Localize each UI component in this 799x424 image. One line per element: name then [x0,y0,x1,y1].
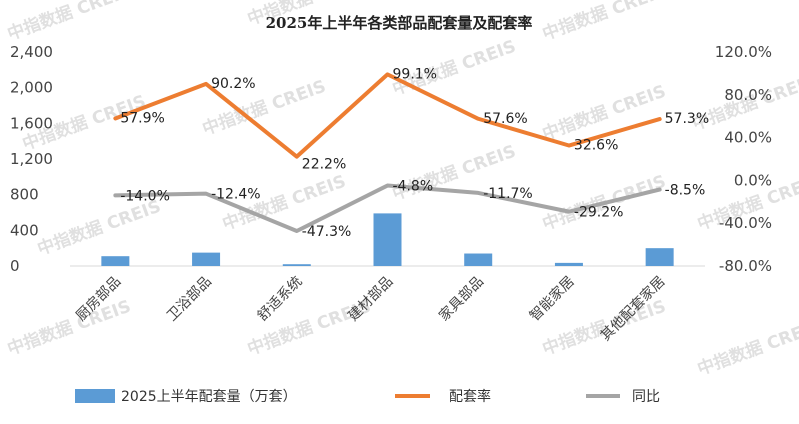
rate-line [113,72,662,159]
legend-bar-label: 2025上半年配套量（万套） [121,389,297,405]
right-axis-ticks: 120.0% 80.0% 40.0% 0.0% -40.0% -80.0% [715,43,772,275]
bar [645,248,674,266]
category-label: 智能家居 [526,273,578,325]
yoy-label: -11.7% [483,186,533,202]
yoy-label: -14.0% [120,188,170,204]
legend: 2025上半年配套量（万套） 配套率 同比 [75,388,660,405]
left-tick-label: 800 [10,186,39,204]
bar [464,253,493,266]
rate-label: 22.2% [302,157,346,173]
category-label: 建材部品 [345,274,396,325]
bar-series [101,213,674,266]
category-label: 卫浴部品 [164,274,215,325]
bar [282,264,311,266]
rate-label: 99.1% [393,66,437,82]
rate-label: 90.2% [211,76,255,92]
rate-label: 32.6% [574,138,618,154]
left-tick-label: 2,400 [10,43,53,61]
bar [192,252,221,266]
chart-title: 2025年上半年各类部品配套量及配套率 [266,14,533,32]
yoy-label: -29.2% [574,205,624,221]
right-tick-label: -40.0% [719,214,772,232]
watermark-text: 中指数据 CREIS [35,196,164,260]
watermark-text: 中指数据 CREIS [5,296,134,360]
bar [373,213,402,266]
right-tick-label: 0.0% [734,171,772,189]
yoy-label: -12.4% [211,187,261,203]
yoy-line [113,183,662,234]
yoy-label: -4.8% [393,179,434,195]
line-series [113,72,662,234]
yoy-label: -47.3% [302,224,352,240]
bar [554,262,583,266]
data-labels: 57.9% 90.2% 22.2% 99.1% 57.6% 32.6% 57.3% -14.0… [120,66,709,240]
left-tick-label: 0 [10,257,20,275]
legend-bar-swatch [75,389,115,403]
right-tick-label: 80.0% [724,86,772,104]
left-tick-label: 1,200 [10,150,53,168]
right-tick-label: 120.0% [715,43,772,61]
category-label: 舒适系统 [255,274,306,325]
legend-rate-label: 配套率 [449,388,491,405]
right-tick-label: -80.0% [719,257,772,275]
watermark-text: 中指数据 CREIS [540,0,669,45]
bar [101,256,130,266]
left-tick-label: 400 [10,221,39,239]
right-tick-label: 40.0% [724,129,772,147]
yoy-label: -8.5% [665,182,706,198]
left-tick-label: 2,000 [10,79,53,97]
rate-label: 57.9% [120,110,164,126]
rate-label: 57.3% [665,111,709,127]
left-axis-ticks: 2,400 2,000 1,600 1,200 800 400 0 [10,43,53,275]
legend-yoy-label: 同比 [632,389,660,405]
watermark-text: 中指数据 CREIS [5,0,134,45]
left-tick-label: 1,600 [10,114,53,132]
rate-label: 57.6% [483,111,527,127]
category-label: 家具部品 [435,273,487,325]
watermark-text: 中指数据 CREIS [695,316,799,380]
